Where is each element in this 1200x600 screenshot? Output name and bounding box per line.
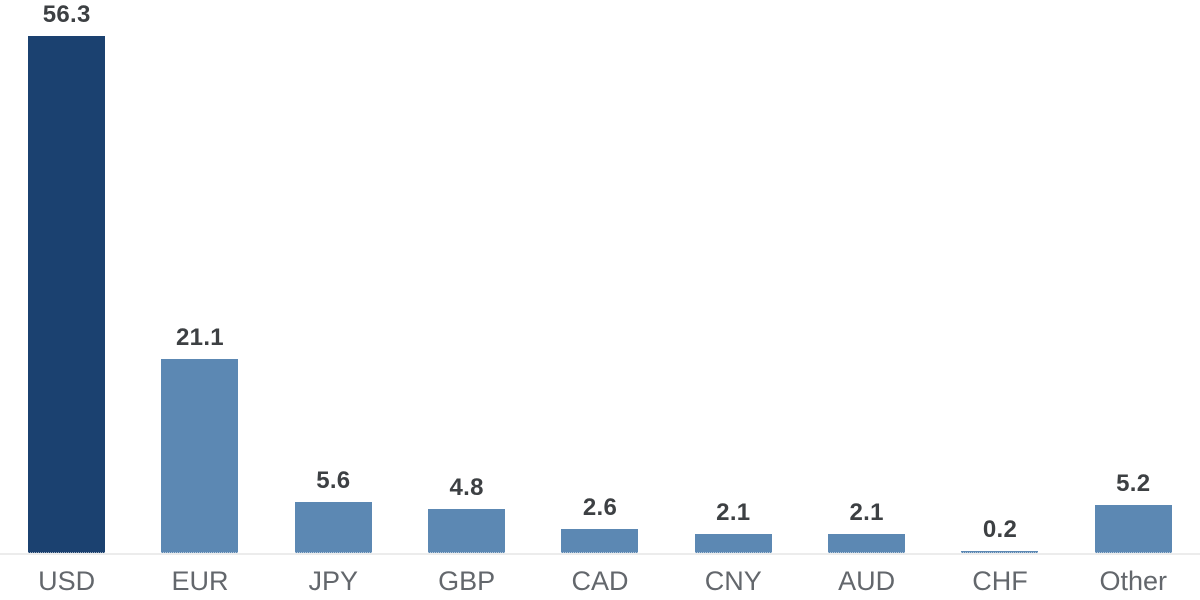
category-label-GBP: GBP xyxy=(438,566,496,596)
x-axis-labels: USD EUR JPY GBP CAD CNY AUD CHF Other xyxy=(0,555,1200,600)
value-label-EUR: 21.1 xyxy=(176,324,224,352)
category-label-CHF: CHF xyxy=(972,566,1028,596)
bar-EUR xyxy=(161,359,239,553)
category-label-EUR: EUR xyxy=(171,566,229,596)
plot-area: 56.3 21.1 5.6 4.8 2.6 2.1 2.1 0.2 5.2 xyxy=(0,0,1200,555)
value-label-CNY: 2.1 xyxy=(716,498,751,526)
category-label-Other: Other xyxy=(1099,566,1168,596)
category-label-JPY: JPY xyxy=(308,566,359,596)
category-label-AUD: AUD xyxy=(838,566,896,596)
value-label-AUD: 2.1 xyxy=(849,498,884,526)
bar-CAD xyxy=(561,529,639,553)
bar-Other xyxy=(1094,505,1172,553)
bar-AUD xyxy=(828,533,906,554)
bar-CHF xyxy=(961,551,1039,553)
bar-group-AUD: 2.1 xyxy=(800,0,933,554)
value-label-CAD: 2.6 xyxy=(582,494,618,522)
bar-GBP xyxy=(428,508,506,554)
bar-CNY xyxy=(694,533,772,554)
bar-group-GBP: 4.8 xyxy=(400,0,533,554)
bar-group-CAD: 2.6 xyxy=(533,0,666,553)
bar-JPY xyxy=(294,501,372,554)
value-label-JPY: 5.6 xyxy=(316,466,351,494)
bar-USD xyxy=(28,36,106,553)
bar-group-JPY: 5.6 xyxy=(267,0,400,554)
value-label-USD: 56.3 xyxy=(42,1,91,28)
bar-group-CHF: 0.2 xyxy=(933,0,1066,553)
bar-group-USD: 56.3 xyxy=(0,0,133,553)
bar-group-Other: 5.2 xyxy=(1067,0,1200,553)
value-label-CHF: 0.2 xyxy=(982,516,1018,543)
bar-group-EUR: 21.1 xyxy=(133,0,266,553)
value-label-GBP: 4.8 xyxy=(449,473,484,501)
category-label-USD: USD xyxy=(38,566,96,596)
bar-group-CNY: 2.1 xyxy=(667,0,800,554)
value-label-Other: 5.2 xyxy=(1116,470,1151,498)
category-label-CNY: CNY xyxy=(704,566,762,596)
category-label-CAD: CAD xyxy=(571,566,629,596)
